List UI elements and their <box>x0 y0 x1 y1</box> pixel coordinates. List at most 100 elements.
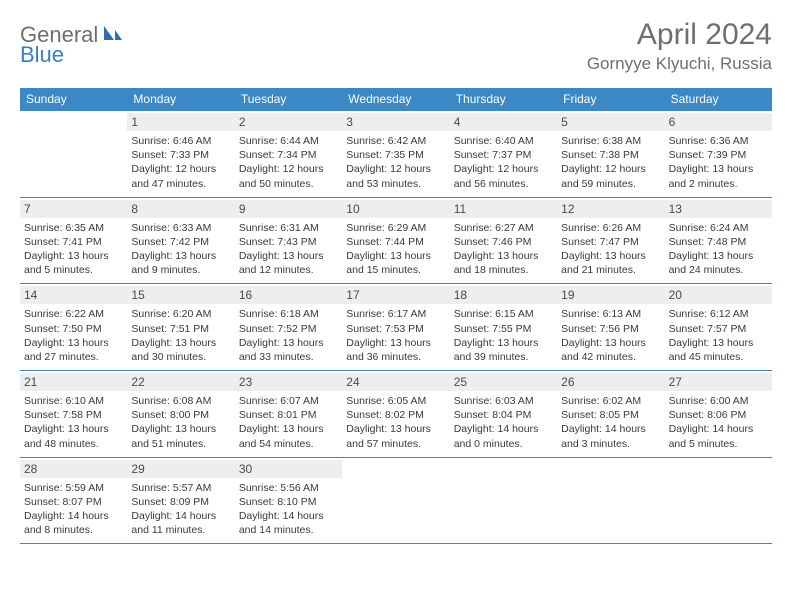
day-info: Sunrise: 6:33 AMSunset: 7:42 PMDaylight:… <box>131 221 230 278</box>
day-cell: 14Sunrise: 6:22 AMSunset: 7:50 PMDayligh… <box>20 283 127 370</box>
day-cell: 12Sunrise: 6:26 AMSunset: 7:47 PMDayligh… <box>557 197 664 284</box>
sunrise-value: 6:12 AM <box>710 308 749 320</box>
day-cell: 26Sunrise: 6:02 AMSunset: 8:05 PMDayligh… <box>557 370 664 457</box>
sunset-label: Sunset: <box>24 236 63 248</box>
sunset-label: Sunset: <box>454 236 493 248</box>
day-info: Sunrise: 6:17 AMSunset: 7:53 PMDaylight:… <box>346 307 445 364</box>
sunrise-label: Sunrise: <box>454 135 495 147</box>
sunrise-label: Sunrise: <box>131 482 172 494</box>
sunrise-value: 6:10 AM <box>65 395 104 407</box>
day-cell: 24Sunrise: 6:05 AMSunset: 8:02 PMDayligh… <box>342 370 449 457</box>
day-cell: 20Sunrise: 6:12 AMSunset: 7:57 PMDayligh… <box>665 283 772 370</box>
calendar-bottom-rule <box>20 543 772 544</box>
daylight-label: Daylight: <box>131 250 175 262</box>
day-number: 15 <box>127 286 234 304</box>
sunset-value: 8:06 PM <box>707 409 746 421</box>
sunrise-label: Sunrise: <box>561 308 602 320</box>
day-cell: 10Sunrise: 6:29 AMSunset: 7:44 PMDayligh… <box>342 197 449 284</box>
sunrise-value: 6:00 AM <box>710 395 749 407</box>
sunset-value: 7:47 PM <box>600 236 639 248</box>
daylight-label: Daylight: <box>454 163 498 175</box>
location-label: Gornyye Klyuchi, Russia <box>587 54 772 74</box>
sunset-label: Sunset: <box>669 149 708 161</box>
sunset-value: 8:09 PM <box>170 496 209 508</box>
day-info: Sunrise: 6:35 AMSunset: 7:41 PMDaylight:… <box>24 221 123 278</box>
dow-header: Monday <box>127 88 234 110</box>
day-cell: 9Sunrise: 6:31 AMSunset: 7:43 PMDaylight… <box>235 197 342 284</box>
sunset-label: Sunset: <box>454 149 493 161</box>
sunrise-label: Sunrise: <box>561 222 602 234</box>
daylight-label: Daylight: <box>24 423 68 435</box>
day-cell: 25Sunrise: 6:03 AMSunset: 8:04 PMDayligh… <box>450 370 557 457</box>
sunrise-value: 6:42 AM <box>388 135 427 147</box>
sunrise-label: Sunrise: <box>239 135 280 147</box>
sunrise-label: Sunrise: <box>454 395 495 407</box>
sunset-label: Sunset: <box>239 496 278 508</box>
daylight-label: Daylight: <box>454 337 498 349</box>
daylight-label: Daylight: <box>131 423 175 435</box>
sunset-value: 8:00 PM <box>170 409 209 421</box>
sunrise-value: 6:03 AM <box>495 395 534 407</box>
sunset-label: Sunset: <box>561 409 600 421</box>
sunrise-value: 6:31 AM <box>280 222 319 234</box>
sunrise-value: 6:24 AM <box>710 222 749 234</box>
sunrise-value: 6:44 AM <box>280 135 319 147</box>
daylight-label: Daylight: <box>669 423 713 435</box>
sunrise-label: Sunrise: <box>346 135 387 147</box>
sunrise-label: Sunrise: <box>24 308 65 320</box>
day-number: 17 <box>342 286 449 304</box>
day-info: Sunrise: 5:59 AMSunset: 8:07 PMDaylight:… <box>24 481 123 538</box>
sail-icon <box>102 22 124 48</box>
dow-header: Tuesday <box>235 88 342 110</box>
day-info: Sunrise: 6:20 AMSunset: 7:51 PMDaylight:… <box>131 307 230 364</box>
daylight-label: Daylight: <box>24 337 68 349</box>
daylight-label: Daylight: <box>669 250 713 262</box>
calendar-grid: SundayMondayTuesdayWednesdayThursdayFrid… <box>20 88 772 544</box>
day-cell: 23 Sunrise: 6:07 AMSunset: 8:01 PMDayligh… <box>235 370 342 457</box>
sunset-value: 8:05 PM <box>600 409 639 421</box>
sunset-label: Sunset: <box>454 323 493 335</box>
daylight-label: Daylight: <box>239 163 283 175</box>
sunset-label: Sunset: <box>454 409 493 421</box>
sunrise-value: 5:56 AM <box>280 482 319 494</box>
daylight-label: Daylight: <box>346 250 390 262</box>
day-info: Sunrise: 6:07 AMSunset: 8:01 PMDaylight:… <box>239 394 338 451</box>
sunset-value: 8:10 PM <box>277 496 316 508</box>
sunset-value: 7:35 PM <box>385 149 424 161</box>
sunrise-label: Sunrise: <box>669 222 710 234</box>
day-cell <box>20 110 127 197</box>
day-number: 5 <box>557 113 664 131</box>
daylight-label: Daylight: <box>131 510 175 522</box>
sunrise-label: Sunrise: <box>24 395 65 407</box>
day-info: Sunrise: 6:46 AMSunset: 7:33 PMDaylight:… <box>131 134 230 191</box>
daylight-label: Daylight: <box>454 423 498 435</box>
daylight-label: Daylight: <box>346 163 390 175</box>
daylight-label: Daylight: <box>24 510 68 522</box>
day-cell: 2Sunrise: 6:44 AMSunset: 7:34 PMDaylight… <box>235 110 342 197</box>
sunrise-value: 6:33 AM <box>173 222 212 234</box>
daylight-label: Daylight: <box>669 163 713 175</box>
sunrise-label: Sunrise: <box>131 395 172 407</box>
sunrise-label: Sunrise: <box>131 222 172 234</box>
sunset-label: Sunset: <box>669 236 708 248</box>
sunset-value: 7:57 PM <box>707 323 746 335</box>
sunrise-label: Sunrise: <box>346 395 387 407</box>
day-info: Sunrise: 6:15 AMSunset: 7:55 PMDaylight:… <box>454 307 553 364</box>
day-number: 23 <box>235 373 342 391</box>
day-cell <box>342 457 449 544</box>
sunset-value: 7:37 PM <box>492 149 531 161</box>
sunset-label: Sunset: <box>24 496 63 508</box>
day-info: Sunrise: 6:24 AMSunset: 7:48 PMDaylight:… <box>669 221 768 278</box>
day-info: Sunrise: 6:38 AMSunset: 7:38 PMDaylight:… <box>561 134 660 191</box>
day-number: 19 <box>557 286 664 304</box>
day-cell: 1Sunrise: 6:46 AMSunset: 7:33 PMDaylight… <box>127 110 234 197</box>
sunrise-value: 6:29 AM <box>388 222 427 234</box>
sunrise-value: 6:07 AM <box>280 395 319 407</box>
sunrise-label: Sunrise: <box>131 308 172 320</box>
dow-header: Wednesday <box>342 88 449 110</box>
header: General April 2024 Gornyye Klyuchi, Russ… <box>20 18 772 74</box>
day-number: 26 <box>557 373 664 391</box>
sunset-value: 7:55 PM <box>492 323 531 335</box>
day-number: 14 <box>20 286 127 304</box>
day-number: 12 <box>557 200 664 218</box>
